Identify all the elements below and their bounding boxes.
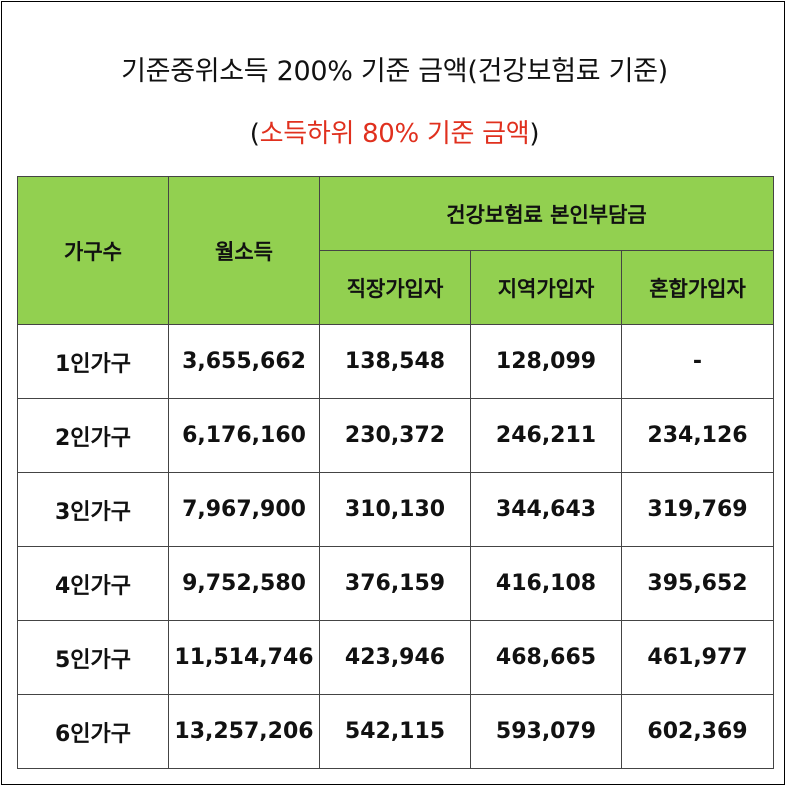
cell-income: 7,967,900 <box>168 472 320 547</box>
cell-household: 1인가구 <box>17 324 169 399</box>
cell-regional: 128,099 <box>470 324 622 399</box>
cell-regional: 593,079 <box>470 694 622 769</box>
page-subtitle: (소득하위 80% 기준 금액) <box>0 113 789 150</box>
table-row: 5인가구 11,514,746 423,946 468,665 461,977 <box>17 620 774 695</box>
cell-income: 13,257,206 <box>168 694 320 769</box>
cell-household: 4인가구 <box>17 546 169 621</box>
header-workplace: 직장가입자 <box>319 250 471 325</box>
cell-workplace: 376,159 <box>319 546 471 621</box>
cell-workplace: 423,946 <box>319 620 471 695</box>
cell-mixed: 395,652 <box>621 546 774 621</box>
header-mixed: 혼합가입자 <box>621 250 774 325</box>
cell-household: 2인가구 <box>17 398 169 473</box>
table-row: 4인가구 9,752,580 376,159 416,108 395,652 <box>17 546 774 621</box>
header-row-1: 가구수 월소득 건강보험료 본인부담금 <box>17 176 774 325</box>
table-row: 3인가구 7,967,900 310,130 344,643 319,769 <box>17 472 774 547</box>
cell-household: 5인가구 <box>17 620 169 695</box>
cell-mixed: - <box>621 324 774 399</box>
cell-mixed: 319,769 <box>621 472 774 547</box>
cell-workplace: 542,115 <box>319 694 471 769</box>
cell-household: 3인가구 <box>17 472 169 547</box>
table-row: 2인가구 6,176,160 230,372 246,211 234,126 <box>17 398 774 473</box>
cell-mixed: 461,977 <box>621 620 774 695</box>
income-table: 가구수 월소득 건강보험료 본인부담금 직장가입자 지역가입자 혼합가입자 1인… <box>17 176 774 769</box>
subtitle-open-paren: ( <box>249 119 260 149</box>
page-title: 기준중위소득 200% 기준 금액(건강보험료 기준) <box>121 56 668 87</box>
cell-household: 6인가구 <box>17 694 169 769</box>
header-premium-group: 건강보험료 본인부담금 <box>319 176 774 251</box>
subtitle-text: 소득하위 80% 기준 금액 <box>259 119 530 149</box>
cell-workplace: 138,548 <box>319 324 471 399</box>
header-household: 가구수 <box>17 176 169 325</box>
cell-income: 6,176,160 <box>168 398 320 473</box>
cell-mixed: 234,126 <box>621 398 774 473</box>
table-row: 1인가구 3,655,662 138,548 128,099 - <box>17 324 774 399</box>
cell-income: 9,752,580 <box>168 546 320 621</box>
header-row-2: 직장가입자 지역가입자 혼합가입자 <box>18 250 774 325</box>
header-income: 월소득 <box>168 176 320 325</box>
cell-regional: 468,665 <box>470 620 622 695</box>
cell-workplace: 310,130 <box>319 472 471 547</box>
cell-mixed: 602,369 <box>621 694 774 769</box>
subtitle-close-paren: ) <box>529 119 540 149</box>
table-row: 6인가구 13,257,206 542,115 593,079 602,369 <box>17 694 774 769</box>
cell-regional: 416,108 <box>470 546 622 621</box>
cell-regional: 344,643 <box>470 472 622 547</box>
cell-income: 11,514,746 <box>168 620 320 695</box>
cell-workplace: 230,372 <box>319 398 471 473</box>
cell-regional: 246,211 <box>470 398 622 473</box>
cell-income: 3,655,662 <box>168 324 320 399</box>
header-regional: 지역가입자 <box>470 250 622 325</box>
